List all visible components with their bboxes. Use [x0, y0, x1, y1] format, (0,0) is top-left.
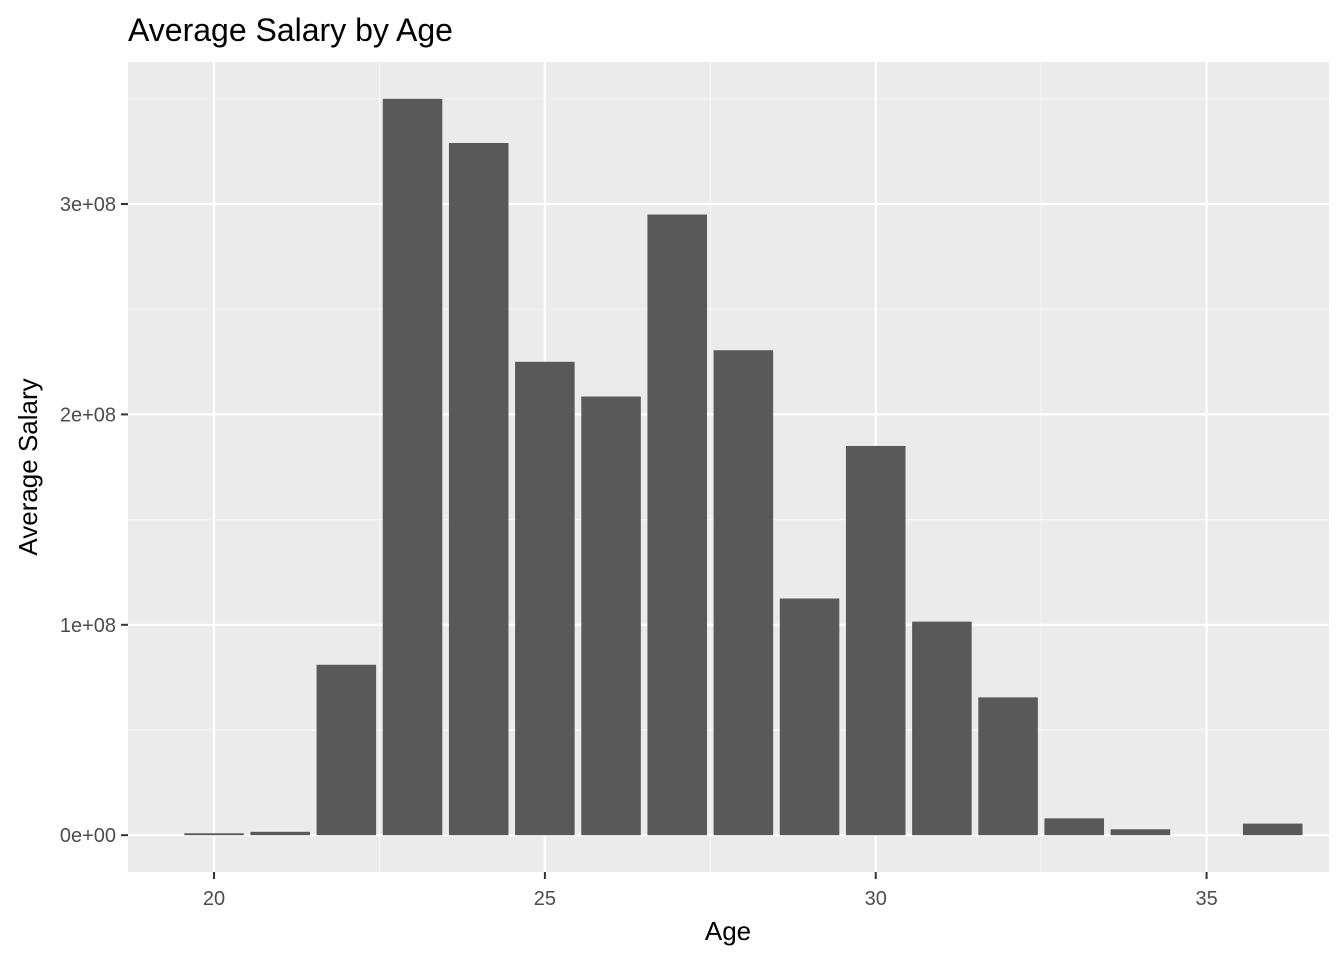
x-axis: 20 25 30 35 — [203, 872, 1218, 910]
bar-age-28 — [713, 350, 774, 836]
y-axis: 0e+00 1e+08 2e+08 3e+08 — [60, 194, 128, 847]
bar-age-25 — [515, 361, 575, 836]
bar-age-21 — [250, 831, 310, 836]
bars — [184, 98, 1303, 836]
y-tick-label: 0e+00 — [60, 825, 116, 847]
bar-age-23 — [382, 98, 443, 836]
bar-age-22 — [316, 664, 377, 836]
x-axis-title: Age — [705, 916, 751, 946]
bar-age-36 — [1242, 823, 1303, 836]
y-tick-label: 1e+08 — [60, 615, 116, 637]
y-tick-label: 2e+08 — [60, 404, 116, 426]
bar-age-32 — [978, 697, 1038, 836]
y-tick-label: 3e+08 — [60, 194, 116, 216]
bar-age-30 — [845, 445, 906, 836]
y-axis-title: Average Salary — [13, 378, 43, 555]
bar-age-20 — [184, 833, 244, 836]
bar-age-24 — [448, 143, 509, 836]
x-tick-label: 20 — [203, 888, 225, 910]
bar-age-29 — [779, 598, 840, 836]
x-tick-label: 30 — [865, 888, 887, 910]
bar-age-33 — [1044, 818, 1105, 836]
x-tick-label: 25 — [534, 888, 556, 910]
x-tick-label: 35 — [1195, 888, 1217, 910]
bar-age-34 — [1110, 829, 1171, 836]
bar-age-27 — [647, 214, 707, 836]
bar-age-31 — [912, 621, 972, 836]
bar-age-26 — [581, 396, 641, 836]
chart-title: Average Salary by Age — [128, 12, 453, 48]
